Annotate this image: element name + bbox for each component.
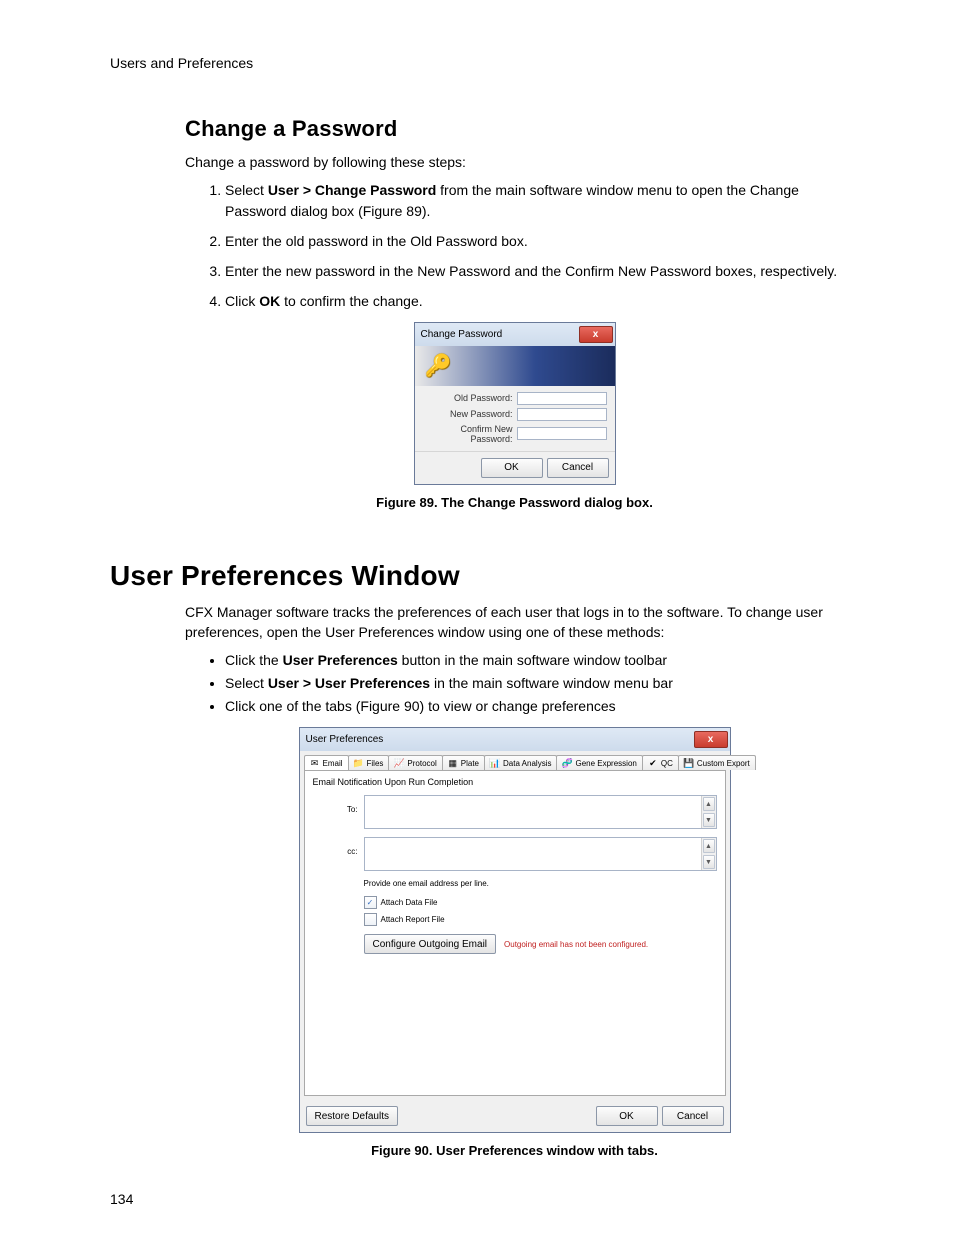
label-attach-data: Attach Data File	[381, 898, 438, 907]
cp-title: Change Password	[421, 329, 503, 340]
heading-change-password: Change a Password	[185, 116, 844, 142]
bullet-2: Select User > User Preferences in the ma…	[225, 673, 844, 694]
bullet-1: Click the User Preferences button in the…	[225, 650, 844, 671]
tab-files[interactable]: 📁 Files	[348, 755, 390, 770]
tab-ce-label: Custom Export	[697, 759, 750, 768]
tab-plate[interactable]: ▦ Plate	[442, 755, 485, 770]
barchart-icon: 📊	[490, 758, 500, 768]
bullet-3: Click one of the tabs (Figure 90) to vie…	[225, 696, 844, 717]
label-to: To:	[313, 795, 364, 814]
tab-protocol-label: Protocol	[407, 759, 436, 768]
cancel-button[interactable]: Cancel	[662, 1106, 724, 1126]
intro-change-password: Change a password by following these ste…	[185, 152, 844, 172]
old-password-input[interactable]	[517, 392, 607, 405]
step4-bold: OK	[259, 293, 280, 309]
tab-protocol[interactable]: 📈 Protocol	[388, 755, 442, 770]
tab-gene-expression[interactable]: 🧬 Gene Expression	[556, 755, 642, 770]
b1-bold: User Preferences	[283, 652, 398, 668]
b2-a: Select	[225, 675, 268, 691]
tab-email-label: Email	[323, 759, 343, 768]
label-new-password: New Password:	[423, 409, 517, 419]
cp-banner: 🔑	[415, 346, 615, 386]
grid-icon: ▦	[448, 758, 458, 768]
intro-user-preferences: CFX Manager software tracks the preferen…	[185, 602, 844, 643]
page-number: 134	[110, 1191, 133, 1207]
tab-qc-label: QC	[661, 759, 673, 768]
hint-text: Provide one email address per line.	[364, 879, 717, 888]
step4-b: to confirm the change.	[280, 293, 422, 309]
configure-email-button[interactable]: Configure Outgoing Email	[364, 934, 497, 954]
step-3: Enter the new password in the New Passwo…	[225, 261, 844, 281]
email-icon: ✉	[310, 758, 320, 768]
close-icon[interactable]: x	[579, 326, 613, 343]
checkbox-attach-report[interactable]	[364, 913, 377, 926]
restore-defaults-button[interactable]: Restore Defaults	[306, 1106, 398, 1126]
bullets-list: Click the User Preferences button in the…	[185, 650, 844, 717]
user-preferences-window: User Preferences x ✉ Email 📁 Files 📈 Pro…	[299, 727, 731, 1133]
cp-titlebar[interactable]: Change Password x	[415, 323, 615, 346]
heading-user-preferences: User Preferences Window	[110, 560, 844, 592]
new-password-input[interactable]	[517, 408, 607, 421]
tab-qc[interactable]: ✔ QC	[642, 755, 679, 770]
folder-icon: 📁	[354, 758, 364, 768]
tab-files-label: Files	[367, 759, 384, 768]
b2-bold: User > User Preferences	[268, 675, 430, 691]
ok-button[interactable]: OK	[596, 1106, 658, 1126]
tab-ge-label: Gene Expression	[575, 759, 636, 768]
up-tabstrip: ✉ Email 📁 Files 📈 Protocol ▦ Plate 📊	[300, 751, 730, 770]
scroll-down-icon[interactable]: ▼	[703, 855, 715, 869]
close-icon[interactable]: x	[694, 731, 728, 748]
label-old-password: Old Password:	[423, 393, 517, 403]
step1-a: Select	[225, 182, 268, 198]
panel-title: Email Notification Upon Run Completion	[313, 777, 717, 787]
step-2: Enter the old password in the Old Passwo…	[225, 231, 844, 251]
steps-list: Select User > Change Password from the m…	[185, 180, 844, 311]
scroll-up-icon[interactable]: ▲	[703, 797, 715, 811]
label-confirm-password: Confirm New Password:	[423, 424, 517, 444]
label-cc: cc:	[313, 837, 364, 856]
b2-b: in the main software window menu bar	[430, 675, 673, 691]
tab-da-label: Data Analysis	[503, 759, 551, 768]
keys-icon: 🔑	[425, 353, 452, 379]
scroll-down-icon[interactable]: ▼	[703, 813, 715, 827]
step4-a: Click	[225, 293, 259, 309]
checkbox-attach-data[interactable]: ✓	[364, 896, 377, 909]
cc-textarea[interactable]: ▲ ▼	[364, 837, 717, 871]
to-textarea[interactable]: ▲ ▼	[364, 795, 717, 829]
tab-data-analysis[interactable]: 📊 Data Analysis	[484, 755, 557, 770]
step1-bold: User > Change Password	[268, 182, 436, 198]
confirm-password-input[interactable]	[517, 427, 607, 440]
up-titlebar[interactable]: User Preferences x	[300, 728, 730, 751]
b1-b: button in the main software window toolb…	[398, 652, 667, 668]
scrollbar[interactable]: ▲ ▼	[701, 838, 716, 870]
check-icon: ✔	[648, 758, 658, 768]
b1-a: Click the	[225, 652, 283, 668]
step-4: Click OK to confirm the change.	[225, 291, 844, 311]
up-panel-email: Email Notification Upon Run Completion T…	[304, 770, 726, 1096]
up-title: User Preferences	[306, 734, 384, 745]
figure-90-caption: Figure 90. User Preferences window with …	[185, 1143, 844, 1158]
tab-plate-label: Plate	[461, 759, 479, 768]
ok-button[interactable]: OK	[481, 458, 543, 478]
dna-icon: 🧬	[562, 758, 572, 768]
scroll-up-icon[interactable]: ▲	[703, 839, 715, 853]
label-attach-report: Attach Report File	[381, 915, 445, 924]
scrollbar[interactable]: ▲ ▼	[701, 796, 716, 828]
chart-icon: 📈	[394, 758, 404, 768]
tab-custom-export[interactable]: 💾 Custom Export	[678, 755, 756, 770]
tab-email[interactable]: ✉ Email	[304, 755, 349, 770]
step-1: Select User > Change Password from the m…	[225, 180, 844, 221]
cancel-button[interactable]: Cancel	[547, 458, 609, 478]
figure-89-caption: Figure 89. The Change Password dialog bo…	[185, 495, 844, 510]
running-head: Users and Preferences	[110, 55, 844, 71]
warning-text: Outgoing email has not been configured.	[504, 940, 648, 949]
change-password-dialog: Change Password x 🔑 Old Password: New Pa…	[414, 322, 616, 485]
disk-icon: 💾	[684, 758, 694, 768]
